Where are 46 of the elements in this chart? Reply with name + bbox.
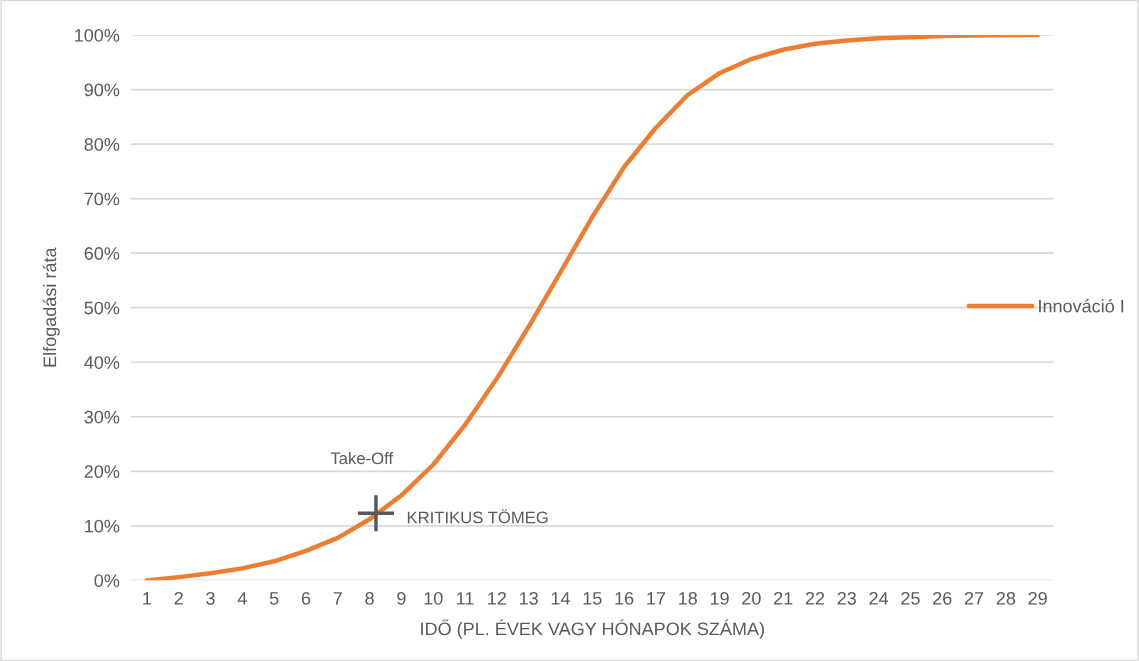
x-tick-label: 29: [1028, 591, 1047, 605]
x-tick-label: 25: [901, 591, 920, 605]
annotation: Take-Off: [330, 451, 394, 465]
x-tick-label: 23: [837, 591, 857, 605]
y-tick-label: 20%: [84, 465, 120, 479]
x-tick-label: 13: [519, 591, 538, 605]
x-tick-label: 11: [457, 592, 474, 605]
y-tick-label: 60%: [84, 247, 120, 260]
x-tick-label: 22: [805, 591, 825, 605]
legend-label: Innováció I: [1039, 299, 1124, 313]
y-tick-label: 70%: [84, 192, 120, 206]
x-tick-label: 1: [143, 592, 152, 605]
x-tick-label: 3: [206, 591, 215, 605]
x-axis-title: IDŐ (PL. ÉVEK VAGY HÓNAPOK SZÁMA): [421, 619, 764, 639]
line-series: [144, 35, 1040, 581]
x-tick-label: 4: [237, 592, 247, 605]
x-tick-label: 19: [710, 591, 729, 605]
x-tick-label: 16: [615, 591, 634, 605]
y-tick-label: 30%: [84, 410, 120, 424]
y-tick-label: 90%: [84, 83, 120, 97]
x-tick-label: 9: [397, 591, 406, 605]
y-tick-label: 100%: [75, 28, 120, 42]
x-tick-label: 17: [647, 592, 666, 605]
y-tick-label: 40%: [84, 356, 120, 369]
x-tick-label: 15: [583, 592, 602, 605]
y-tick-label: 0%: [94, 574, 120, 588]
x-tick-label: 14: [551, 592, 570, 605]
y-axis-title: Elfogadási ráta: [42, 247, 60, 367]
x-tick-label: 5: [269, 592, 279, 605]
x-tick-label: 6: [301, 591, 311, 605]
x-tick-label: 8: [365, 591, 374, 605]
x-tick-label: 2: [174, 591, 183, 605]
x-tick-label: 20: [742, 591, 761, 605]
x-tick-label: 26: [933, 591, 952, 605]
annotation: KRITIKUS TÖMEG: [407, 509, 548, 524]
x-tick-label: 27: [964, 591, 984, 605]
y-tick-label: 80%: [84, 138, 120, 151]
x-tick-label: 21: [774, 591, 793, 605]
y-tick-label: 10%: [85, 519, 120, 533]
x-tick-label: 10: [424, 591, 443, 605]
x-tick-label: 28: [996, 591, 1016, 605]
y-tick-label: 50%: [84, 301, 120, 315]
x-tick-label: 24: [869, 591, 889, 605]
x-tick-label: 18: [679, 591, 697, 605]
x-tick-label: 7: [333, 592, 342, 605]
x-tick-label: 12: [488, 591, 506, 605]
